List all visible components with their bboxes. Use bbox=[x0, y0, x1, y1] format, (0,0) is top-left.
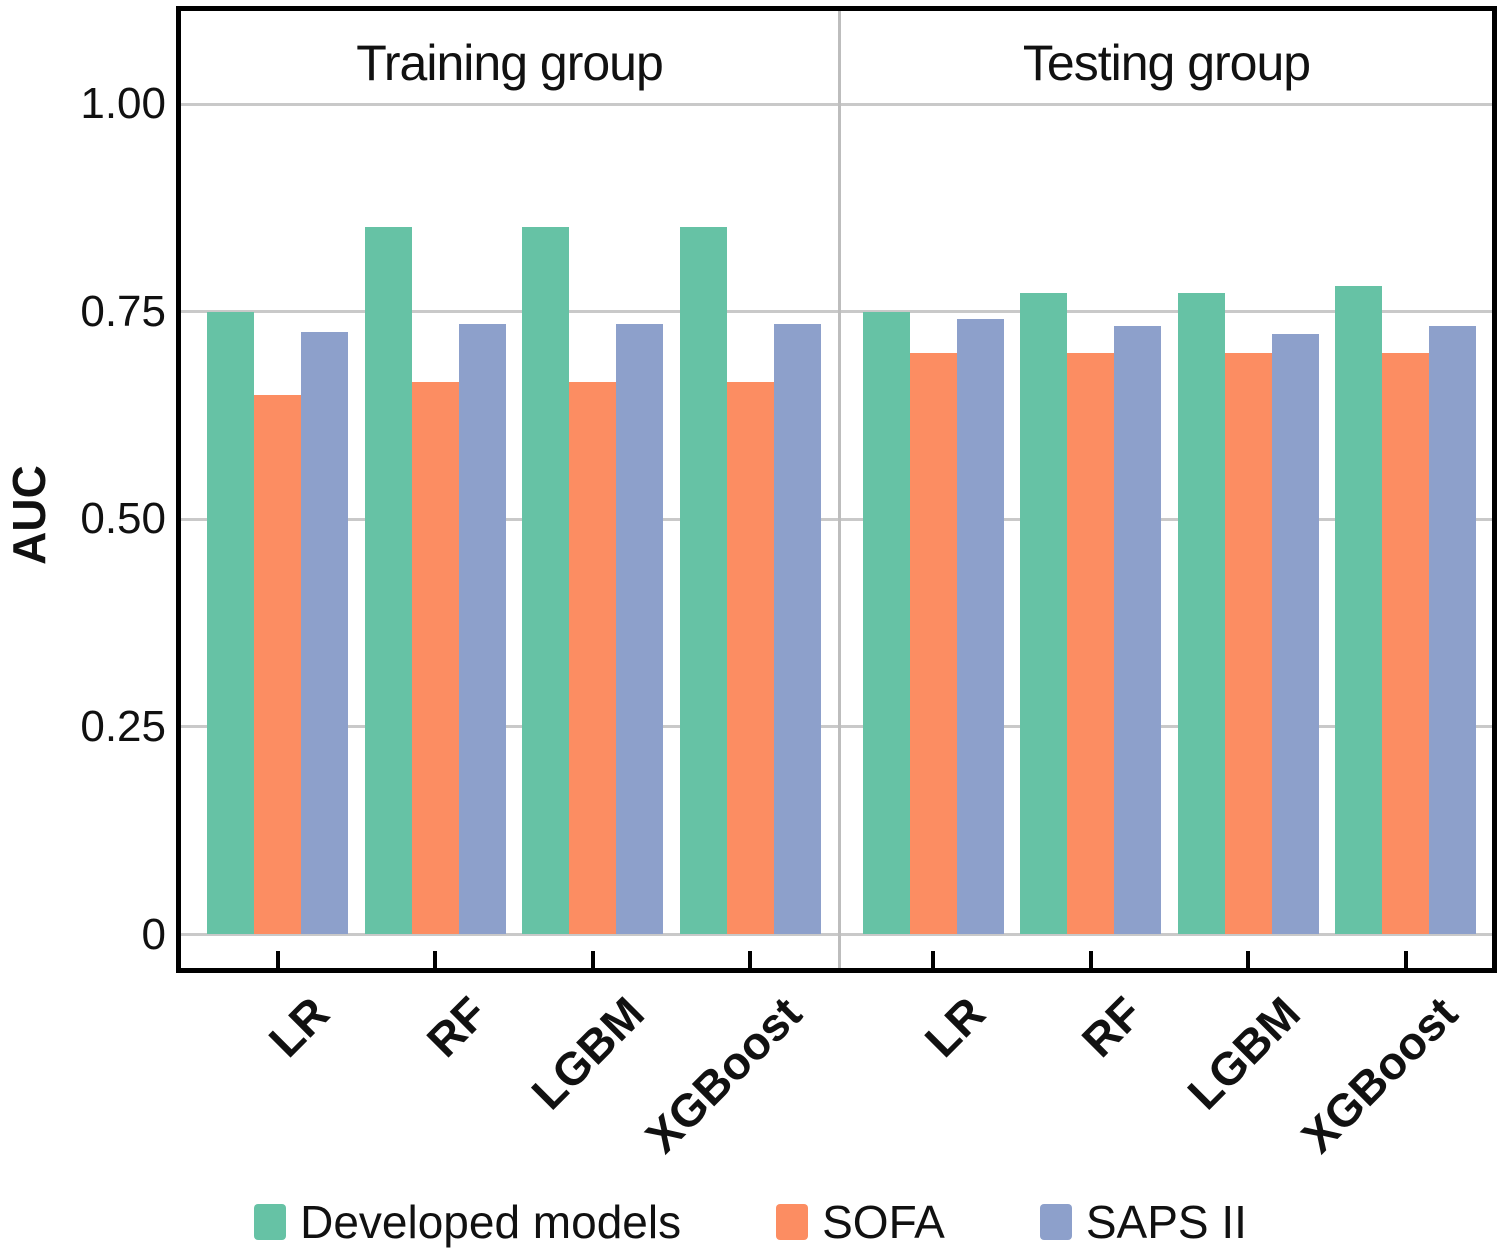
x-tick-label-LR: LR bbox=[259, 986, 340, 1067]
gridline-1.00 bbox=[181, 102, 1492, 106]
gridline-0 bbox=[181, 933, 1492, 936]
legend-label: SAPS II bbox=[1085, 1196, 1247, 1248]
x-tick-label-LGBM: LGBM bbox=[521, 986, 655, 1120]
bar-training-LR-saps-ii bbox=[301, 332, 349, 935]
x-tick-label-RF: RF bbox=[1072, 986, 1153, 1067]
x-tick-XGBoost bbox=[748, 951, 753, 968]
x-tick-LR bbox=[275, 951, 280, 968]
bar-training-LR-sofa bbox=[254, 394, 302, 935]
sofa-swatch-icon bbox=[776, 1204, 809, 1240]
y-tick-label-0.75: 0.75 bbox=[80, 286, 166, 336]
x-tick-label-LGBM: LGBM bbox=[1177, 986, 1310, 1120]
legend-label: Developed models bbox=[300, 1196, 682, 1248]
bar-training-XGBoost-developed-models bbox=[679, 226, 727, 935]
bar-training-LR-developed-models bbox=[207, 311, 255, 935]
bar-testing-RF-developed-models bbox=[1020, 293, 1068, 935]
bar-testing-RF-saps-ii bbox=[1114, 325, 1162, 935]
bar-training-LGBM-developed-models bbox=[522, 226, 570, 935]
x-tick-LGBM bbox=[590, 951, 595, 968]
legend-item-developed-models: Developed models bbox=[254, 1195, 681, 1249]
bar-testing-LGBM-sofa bbox=[1224, 353, 1272, 935]
bar-training-XGBoost-saps-ii bbox=[773, 324, 821, 935]
y-tick-label-1.00: 1.00 bbox=[80, 79, 166, 129]
x-tick-label-XGBoost: XGBoost bbox=[635, 986, 812, 1163]
x-tick-label-XGBoost: XGBoost bbox=[1291, 986, 1468, 1163]
bar-testing-LR-developed-models bbox=[862, 311, 910, 935]
bar-training-RF-saps-ii bbox=[458, 324, 506, 935]
bar-testing-RF-sofa bbox=[1067, 353, 1115, 935]
x-tick-LGBM bbox=[1246, 951, 1251, 968]
x-tick-RF bbox=[1088, 951, 1093, 968]
legend-item-saps-ii: SAPS II bbox=[1039, 1195, 1247, 1249]
x-tick-XGBoost bbox=[1403, 951, 1408, 968]
bar-testing-LGBM-developed-models bbox=[1177, 293, 1225, 935]
facet-separator bbox=[838, 11, 841, 968]
bar-training-RF-developed-models bbox=[364, 226, 412, 935]
plot-panel bbox=[176, 6, 1497, 973]
y-tick-label-0.25: 0.25 bbox=[80, 701, 166, 751]
bar-testing-XGBoost-saps-ii bbox=[1429, 325, 1477, 935]
x-tick-label-RF: RF bbox=[416, 986, 497, 1067]
gridline-0.25 bbox=[181, 725, 1492, 729]
bar-testing-XGBoost-sofa bbox=[1382, 353, 1430, 935]
facet-title-testing: Testing group bbox=[1022, 35, 1311, 91]
x-tick-RF bbox=[433, 951, 438, 968]
bar-testing-XGBoost-developed-models bbox=[1335, 285, 1383, 935]
bar-training-LGBM-saps-ii bbox=[616, 324, 664, 935]
developed-models-swatch-icon bbox=[254, 1204, 287, 1240]
bar-testing-LGBM-saps-ii bbox=[1271, 334, 1319, 935]
bar-training-XGBoost-sofa bbox=[726, 382, 774, 935]
bar-training-LGBM-sofa bbox=[569, 382, 617, 935]
x-tick-LR bbox=[931, 951, 936, 968]
legend: Developed models SOFA SAPS II bbox=[0, 1192, 1501, 1252]
bar-testing-LR-sofa bbox=[909, 353, 957, 935]
gridline-0.75 bbox=[181, 310, 1492, 314]
legend-label: SOFA bbox=[822, 1196, 945, 1248]
x-tick-label-LR: LR bbox=[914, 986, 995, 1067]
bar-testing-LR-saps-ii bbox=[956, 319, 1004, 935]
bar-training-RF-sofa bbox=[411, 382, 459, 935]
y-tick-label-0: 0 bbox=[141, 909, 166, 959]
saps-ii-swatch-icon bbox=[1039, 1204, 1072, 1240]
y-tick-label-0.50: 0.50 bbox=[80, 494, 166, 544]
facet-title-training: Training group bbox=[356, 35, 664, 91]
gridline-0.50 bbox=[181, 517, 1492, 521]
legend-item-sofa: SOFA bbox=[776, 1195, 945, 1249]
